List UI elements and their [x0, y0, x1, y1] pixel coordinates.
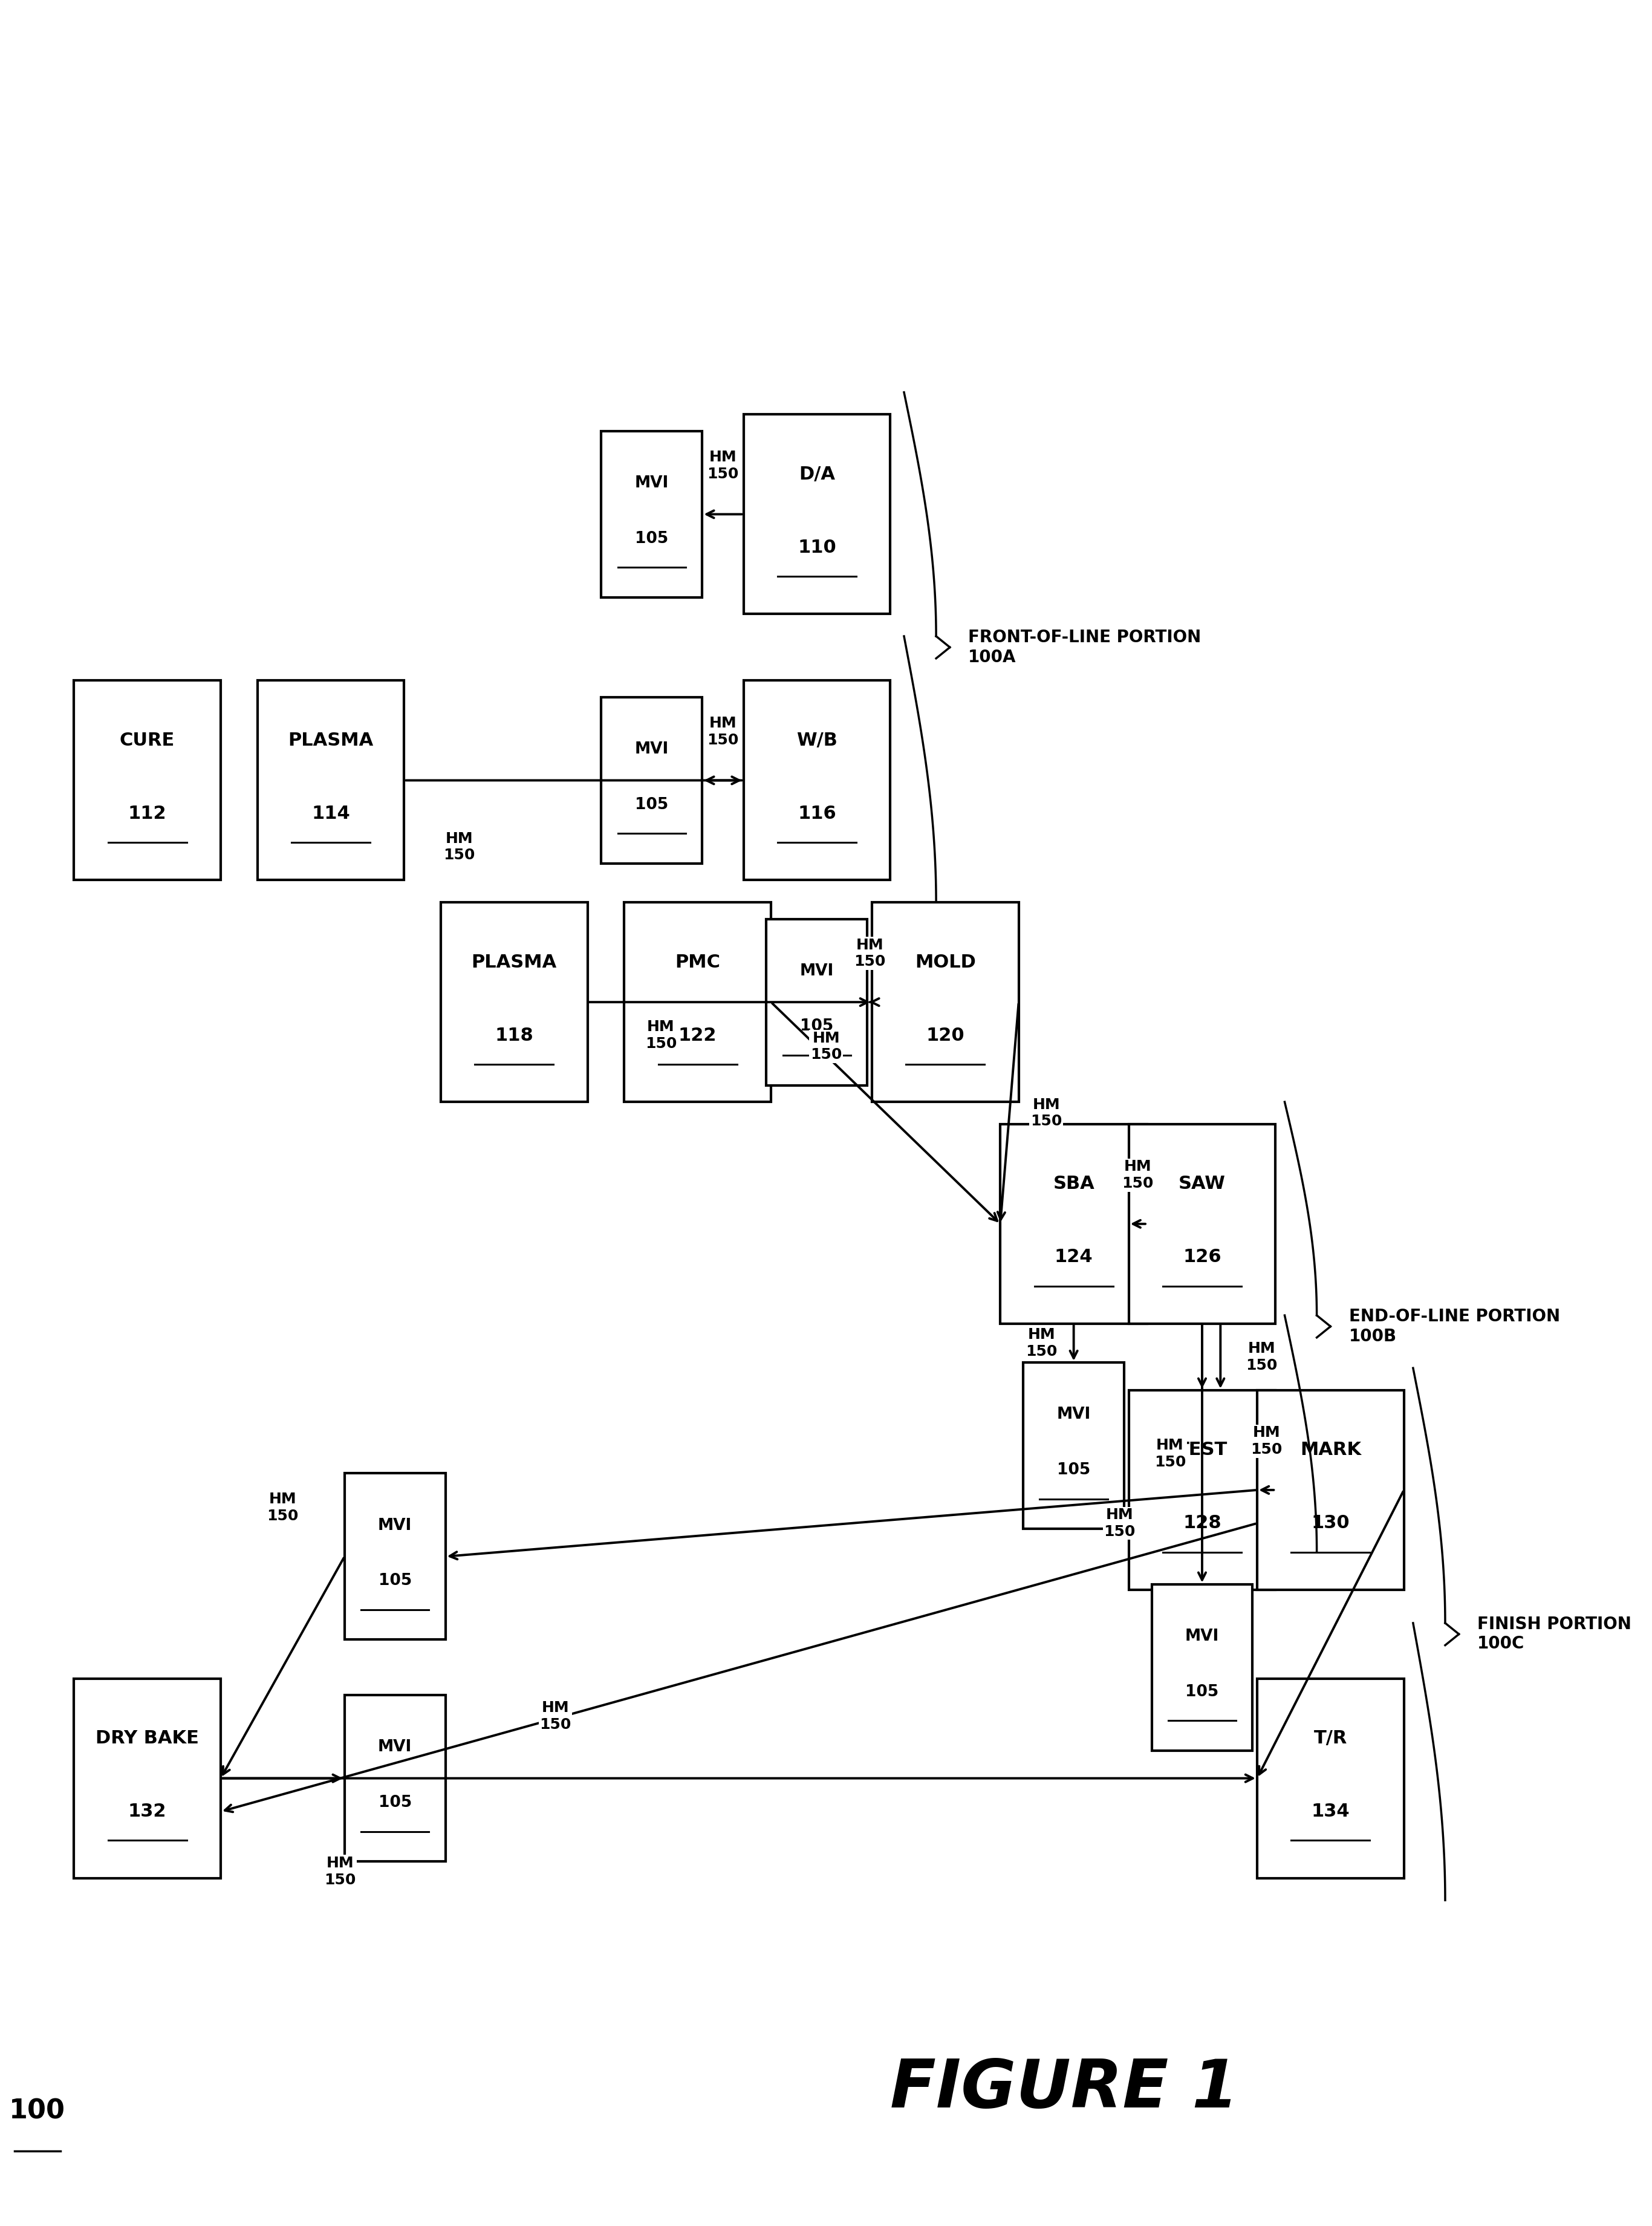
Text: HM
150: HM 150 [707, 450, 738, 481]
Text: TEST: TEST [1176, 1440, 1227, 1458]
Text: PLASMA: PLASMA [287, 732, 373, 750]
Text: HM
150: HM 150 [809, 1031, 843, 1062]
Text: 105: 105 [634, 797, 669, 812]
Text: 126: 126 [1183, 1249, 1221, 1267]
Text: PMC: PMC [676, 953, 720, 971]
Text: 132: 132 [129, 1803, 167, 1821]
Text: W/B: W/B [796, 732, 838, 750]
Bar [1128, 1391, 1275, 1589]
Text: 112: 112 [129, 806, 167, 821]
Bar [601, 432, 702, 597]
Text: 105: 105 [378, 1574, 411, 1589]
Bar [74, 681, 221, 879]
Text: CURE: CURE [119, 732, 175, 750]
Bar [1023, 1362, 1123, 1529]
Text: FINISH PORTION
100C: FINISH PORTION 100C [1477, 1616, 1632, 1652]
Text: MVI: MVI [378, 1739, 411, 1754]
Text: HM
150: HM 150 [1031, 1097, 1062, 1129]
Text: 120: 120 [927, 1026, 965, 1044]
Text: PLASMA: PLASMA [471, 953, 557, 971]
Text: HM
150: HM 150 [1246, 1342, 1277, 1373]
Text: HM
150: HM 150 [854, 937, 885, 968]
Text: HM
150: HM 150 [1122, 1160, 1153, 1191]
Bar [601, 697, 702, 864]
Text: 105: 105 [634, 530, 669, 548]
Text: MVI: MVI [634, 476, 669, 492]
Text: 105: 105 [800, 1020, 834, 1035]
Bar [345, 1474, 446, 1641]
Bar [345, 1696, 446, 1861]
Text: SAW: SAW [1178, 1175, 1226, 1193]
Bar [1001, 1124, 1146, 1324]
Text: HM
150: HM 150 [1251, 1425, 1282, 1456]
Text: HM
150: HM 150 [1026, 1327, 1057, 1358]
Text: 134: 134 [1312, 1803, 1350, 1821]
Text: D/A: D/A [798, 465, 834, 483]
Text: 100: 100 [10, 2097, 66, 2124]
Text: T/R: T/R [1313, 1730, 1348, 1747]
Text: 128: 128 [1183, 1514, 1221, 1531]
Text: HM
150: HM 150 [266, 1491, 299, 1523]
Bar [1257, 1391, 1404, 1589]
Text: 114: 114 [312, 806, 350, 821]
Text: 105: 105 [1186, 1683, 1219, 1701]
Text: END-OF-LINE PORTION
100B: END-OF-LINE PORTION 100B [1350, 1309, 1559, 1345]
Text: 105: 105 [1057, 1462, 1090, 1478]
Bar [872, 902, 1019, 1102]
Text: HM
150: HM 150 [707, 717, 738, 748]
Text: HM
150: HM 150 [443, 830, 476, 861]
Text: 130: 130 [1312, 1514, 1350, 1531]
Text: MVI: MVI [1057, 1407, 1090, 1422]
Text: MVI: MVI [800, 964, 834, 979]
Text: MVI: MVI [1184, 1629, 1219, 1645]
Text: MOLD: MOLD [915, 953, 976, 971]
Bar [624, 902, 771, 1102]
Bar [1128, 1124, 1275, 1324]
Text: 122: 122 [679, 1026, 717, 1044]
Bar [1257, 1678, 1404, 1879]
Text: MVI: MVI [634, 741, 669, 757]
Bar [767, 919, 867, 1086]
Text: DRY BAKE: DRY BAKE [96, 1730, 198, 1747]
Text: FIGURE 1: FIGURE 1 [890, 2057, 1239, 2121]
Text: 116: 116 [798, 806, 836, 821]
Text: FRONT-OF-LINE PORTION
100A: FRONT-OF-LINE PORTION 100A [968, 630, 1201, 666]
Text: SBA: SBA [1052, 1175, 1095, 1193]
Bar [743, 414, 890, 614]
Bar [74, 1678, 221, 1879]
Text: MVI: MVI [378, 1518, 411, 1534]
Bar [1151, 1585, 1252, 1750]
Text: MARK: MARK [1300, 1440, 1361, 1458]
Text: 105: 105 [378, 1794, 411, 1810]
Text: HM
150: HM 150 [1155, 1438, 1186, 1469]
Text: 110: 110 [798, 539, 836, 556]
Text: HM
150: HM 150 [646, 1020, 677, 1051]
Bar [743, 681, 890, 879]
Text: HM
150: HM 150 [324, 1856, 355, 1888]
Text: HM
150: HM 150 [540, 1701, 572, 1732]
Text: 118: 118 [496, 1026, 534, 1044]
Text: 124: 124 [1054, 1249, 1094, 1267]
Bar [258, 681, 405, 879]
Text: HM
150: HM 150 [1104, 1507, 1135, 1538]
Bar [441, 902, 588, 1102]
